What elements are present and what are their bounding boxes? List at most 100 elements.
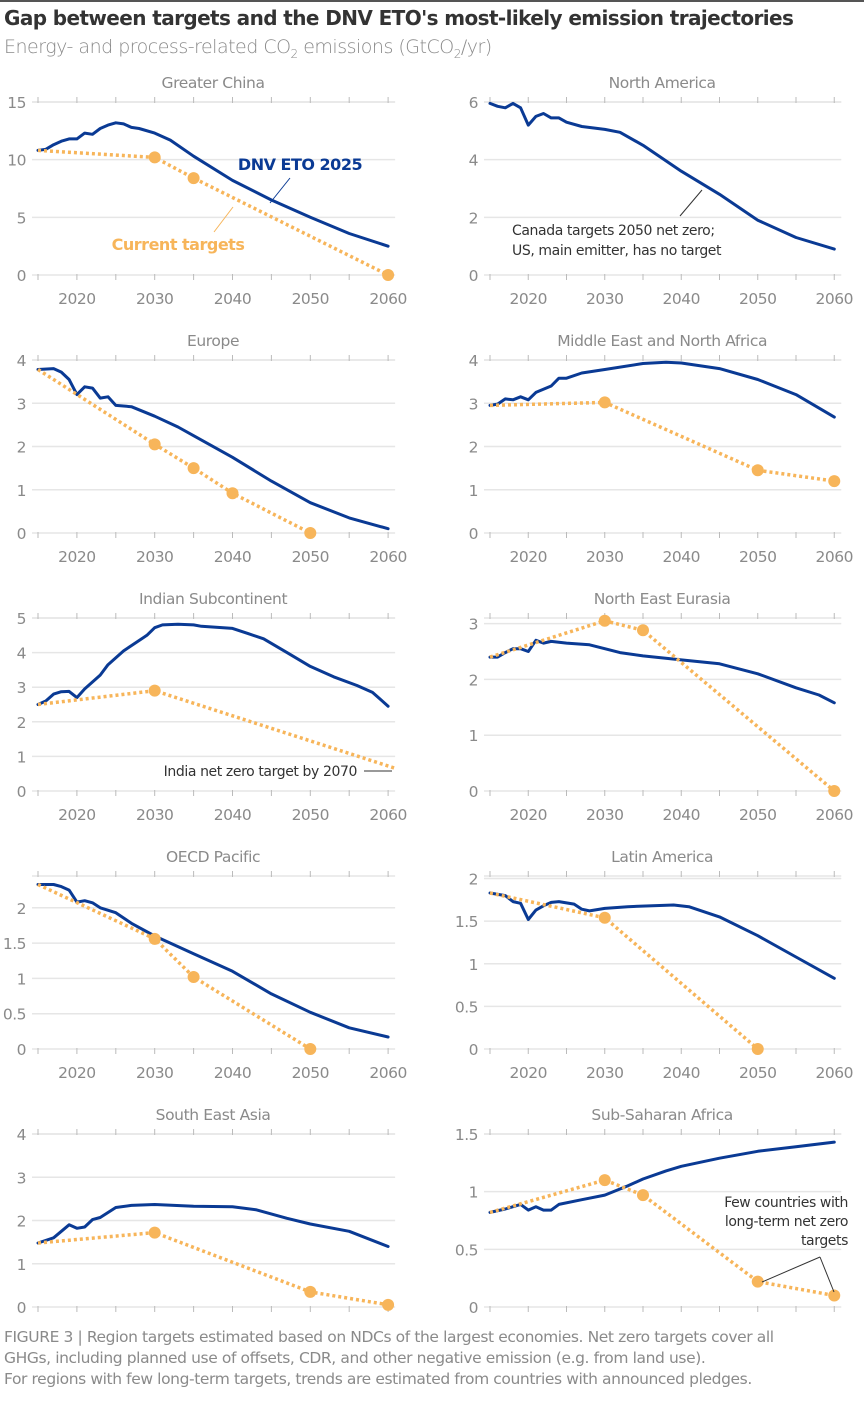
- panel-title: North America: [609, 74, 716, 92]
- chart-panel: Greater China 0 5 10 15 2020 2030 2040 2050 2060 D…: [7, 74, 407, 308]
- y-tick-label: 6: [469, 94, 478, 112]
- y-tick-label: 4: [469, 352, 478, 370]
- target-marker: [598, 396, 611, 409]
- y-tick-label: 0: [17, 1299, 26, 1317]
- target-marker: [751, 1275, 764, 1288]
- annotation-text: targets: [801, 1233, 848, 1249]
- x-tick-label: 2040: [663, 806, 700, 824]
- panel-title: Greater China: [162, 74, 265, 92]
- x-tick-label: 2020: [58, 1064, 95, 1082]
- top-rule: [0, 0, 864, 2]
- chart-panel: North America 0 2 4 6 2020 2030 2040 2050 2060 Can…: [469, 74, 854, 308]
- y-tick-label: 1.5: [3, 935, 26, 953]
- subtitle-subscript: 2: [290, 46, 299, 61]
- y-tick-label: 0: [17, 783, 26, 801]
- panel-title: Indian Subcontinent: [139, 590, 287, 608]
- target-marker: [304, 527, 317, 539]
- eto-legend-label: DNV ETO 2025: [238, 155, 363, 174]
- annotation-leader-line: [679, 189, 703, 217]
- panel-title: Latin America: [611, 848, 713, 866]
- y-tick-label: 3: [17, 395, 26, 413]
- x-tick-label: 2060: [816, 806, 853, 824]
- target-marker: [598, 614, 611, 627]
- caption-line: GHGs, including planned use of offsets, …: [4, 1349, 706, 1367]
- x-tick-label: 2050: [292, 1064, 329, 1082]
- x-tick-label: 2050: [739, 290, 776, 308]
- target-marker: [751, 464, 764, 477]
- eto-series-line: [36, 622, 390, 708]
- y-tick-label: 4: [17, 352, 26, 370]
- panel-title: Sub-Saharan Africa: [591, 1106, 732, 1124]
- y-tick-label: 4: [17, 1126, 26, 1144]
- eto-series-line: [36, 1203, 390, 1248]
- y-tick-label: 1: [469, 727, 478, 745]
- x-tick-label: 2060: [369, 548, 406, 566]
- x-tick-label: 2040: [663, 548, 700, 566]
- chart-panel: OECD Pacific 0 0.5 1 1.5 2 2020 2030 2040 2050 206…: [3, 848, 407, 1082]
- x-tick-label: 2060: [816, 290, 853, 308]
- x-tick-label: 2050: [739, 806, 776, 824]
- annotation-text: India net zero target by 2070: [164, 764, 357, 780]
- x-tick-label: 2020: [510, 806, 547, 824]
- chart-panel: North East Eurasia 0 1 2 3 2020 2030 2040 2050 20…: [469, 590, 854, 824]
- x-tick-label: 2060: [369, 1064, 406, 1082]
- target-marker: [828, 1289, 841, 1302]
- target-marker: [828, 785, 841, 797]
- y-tick-label: 0: [469, 1299, 478, 1317]
- target-marker: [304, 1043, 317, 1055]
- x-tick-label: 2020: [510, 290, 547, 308]
- y-tick-label: 1: [469, 1184, 478, 1202]
- x-tick-label: 2030: [136, 1064, 173, 1082]
- target-marker: [382, 1298, 395, 1311]
- y-tick-label: 3: [17, 1169, 26, 1187]
- eto-series-line: [488, 360, 836, 419]
- target-marker: [148, 151, 161, 164]
- subtitle-part: Energy- and process-related CO: [4, 36, 291, 58]
- annotation-leader-line: [819, 1256, 835, 1293]
- y-tick-label: 10: [7, 152, 26, 170]
- targets-series-line: [37, 882, 312, 1051]
- target-marker: [751, 1043, 764, 1055]
- y-tick-label: 1.5: [455, 1126, 478, 1144]
- y-tick-label: 0: [17, 525, 26, 543]
- chart-panel: Latin America 0 0.5 1 1.5 2 2020 2030 2040 2050 20…: [455, 848, 854, 1082]
- annotation-text: long-term net zero: [725, 1214, 848, 1230]
- x-tick-label: 2060: [369, 290, 406, 308]
- eto-series-line: [488, 638, 836, 705]
- y-tick-label: 2: [469, 671, 478, 689]
- x-tick-label: 2020: [58, 548, 95, 566]
- x-tick-label: 2030: [586, 290, 623, 308]
- x-tick-label: 2040: [214, 1064, 251, 1082]
- eto-series-line: [36, 367, 390, 531]
- y-tick-label: 0: [469, 525, 478, 543]
- y-tick-label: 0.5: [455, 998, 478, 1016]
- annotation-text: Few countries with: [724, 1195, 848, 1211]
- target-marker: [187, 462, 200, 475]
- x-tick-label: 2060: [369, 806, 406, 824]
- annotation-text: Canada targets 2050 net zero;: [512, 223, 715, 239]
- x-tick-label: 2030: [586, 1064, 623, 1082]
- target-marker: [148, 438, 161, 451]
- caption-line: For regions with few long-term targets, …: [4, 1370, 752, 1388]
- x-tick-label: 2050: [739, 1064, 776, 1082]
- panel-title: South East Asia: [156, 1106, 271, 1124]
- target-marker: [187, 970, 200, 983]
- y-tick-label: 5: [17, 610, 26, 628]
- targets-series-line: [489, 618, 836, 793]
- target-marker: [828, 475, 841, 488]
- y-tick-label: 0: [469, 1041, 478, 1059]
- x-tick-label: 2050: [292, 806, 329, 824]
- x-tick-label: 2020: [58, 290, 95, 308]
- annotation-leader-line: [761, 1256, 821, 1283]
- target-marker: [148, 684, 161, 697]
- x-tick-label: 2040: [663, 1064, 700, 1082]
- y-tick-label: 4: [469, 152, 478, 170]
- caption-line: FIGURE 3 | Region targets estimated base…: [4, 1328, 774, 1346]
- y-tick-label: 2: [17, 1213, 26, 1231]
- targets-series-line: [489, 1178, 835, 1298]
- targets-series-line: [37, 368, 312, 535]
- panel-title: North East Eurasia: [594, 590, 731, 608]
- page-subtitle: Energy- and process-related CO2 emission…: [4, 36, 492, 61]
- panel-title: OECD Pacific: [166, 848, 260, 866]
